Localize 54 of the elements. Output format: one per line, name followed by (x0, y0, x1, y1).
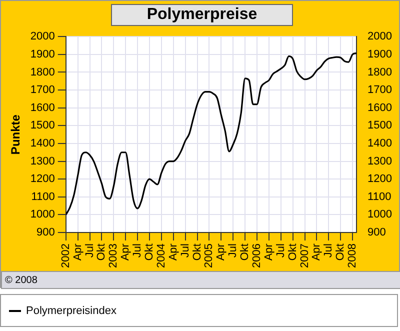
y2-tick-label: 1800 (368, 66, 392, 78)
y-tick-label: 1200 (30, 173, 55, 186)
x-tick-label: Apr (215, 243, 228, 261)
x-tick-label: 2006 (251, 244, 264, 268)
y-tick-label: 1100 (31, 190, 55, 203)
y2-tick-label: 1100 (368, 190, 392, 203)
y2-tick-label: 1300 (368, 155, 392, 168)
x-tick-label: Apr (262, 243, 275, 261)
y2-tick-label: 1600 (368, 102, 392, 114)
x-tick-label: Okt (239, 244, 252, 261)
x-tick-label: 2007 (298, 244, 311, 268)
x-tick-label: Jul (274, 244, 287, 258)
y-tick-label: 1600 (30, 102, 55, 114)
x-tick-label: 2003 (108, 244, 120, 268)
x-tick-label: Okt (334, 244, 347, 261)
x-tick-label: Apr (72, 243, 84, 261)
y2-tick-label: 1700 (368, 84, 392, 96)
y-tick-label: 1400 (30, 138, 55, 150)
x-tick-label: Apr (120, 243, 132, 261)
y-tick-label: 1500 (30, 120, 55, 132)
x-tick-label: 2008 (346, 244, 359, 268)
y2-tick-label: 1900 (368, 48, 392, 60)
y2-tick-label: 1200 (368, 173, 392, 186)
x-tick-label: Jul (322, 244, 335, 258)
x-tick-label: Jul (179, 244, 192, 258)
y2-tick-label: 1000 (368, 208, 392, 221)
x-tick-label: Okt (286, 244, 299, 261)
legend-label: Polymerpreisindex (0, 294, 398, 327)
y-tick-label: 2000 (30, 30, 55, 43)
y-tick-label: 1800 (30, 66, 55, 78)
y-tick-label: 1300 (30, 155, 55, 168)
y-axis-title: Punkte (8, 114, 23, 155)
chart-title: Polymerpreise (111, 4, 293, 26)
x-tick-label: Apr (167, 243, 180, 261)
x-tick-label: 2002 (60, 244, 72, 268)
x-tick-label: Okt (144, 244, 156, 261)
x-tick-label: Jul (227, 244, 240, 258)
x-tick-label: Okt (191, 244, 204, 261)
x-tick-label: Okt (96, 244, 108, 261)
x-tick-label: Jul (84, 244, 96, 258)
y-tick-label: 1000 (30, 208, 55, 221)
y-tick-label: 1900 (30, 48, 55, 60)
y2-tick-label: 900 (368, 226, 386, 239)
y2-tick-label: 2000 (368, 30, 392, 43)
x-tick-label: Apr (310, 243, 323, 261)
y-tick-label: 900 (36, 226, 55, 239)
x-tick-label: 2005 (203, 244, 216, 268)
x-tick-label: 2004 (155, 244, 168, 268)
text: © 2008 (1, 271, 400, 289)
y-tick-label: 1700 (30, 84, 55, 96)
x-tick-label: Jul (132, 244, 144, 258)
y2-tick-label: 1500 (368, 120, 392, 132)
y2-tick-label: 1400 (368, 138, 392, 150)
line-series (66, 52, 357, 216)
